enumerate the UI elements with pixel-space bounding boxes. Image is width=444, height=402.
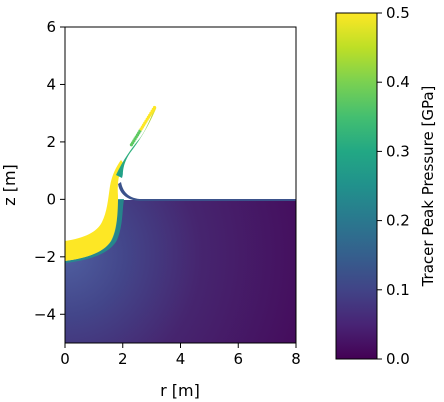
- tracer-dot: [152, 105, 157, 110]
- y-tick-label: −4: [34, 305, 56, 323]
- y-tick-label: −2: [34, 248, 56, 266]
- colorbar-label: Tracer Peak Pressure [GPa]: [419, 86, 437, 288]
- x-tick-label: 4: [176, 350, 186, 368]
- x-tick-label: 8: [291, 350, 301, 368]
- pressure-shell: [65, 199, 124, 263]
- colorbar: [335, 12, 378, 360]
- x-axis-ticks: 0 2 4 6 8: [60, 343, 301, 368]
- x-tick-label: 0: [60, 350, 70, 368]
- crater-rim-high-pressure: [65, 160, 124, 261]
- x-axis-label: r [m]: [160, 381, 200, 400]
- colorbar-tick-label: 0.3: [386, 142, 410, 160]
- x-tick-label: 2: [118, 350, 128, 368]
- y-tick-label: 6: [46, 18, 56, 36]
- colorbar-ticks: 0.0 0.1 0.2 0.3 0.4 0.5: [377, 4, 410, 368]
- y-axis-label: z [m]: [0, 164, 19, 206]
- x-tick-label: 6: [233, 350, 243, 368]
- colorbar-tick-label: 0.0: [386, 350, 410, 368]
- crater-cavity: [122, 27, 296, 197]
- ejecta-tracers: [129, 105, 157, 147]
- colorbar-tick-label: 0.5: [386, 4, 410, 22]
- surface-layer: [118, 182, 296, 201]
- colorbar-tick-label: 0.1: [386, 281, 410, 299]
- y-axis-ticks: −4 −2 0 2 4 6: [34, 18, 65, 323]
- y-tick-label: 0: [46, 190, 56, 208]
- y-tick-label: 4: [46, 75, 56, 93]
- colorbar-tick-label: 0.2: [386, 212, 410, 230]
- y-tick-label: 2: [46, 133, 56, 151]
- target-pressure-field: [65, 200, 296, 343]
- colorbar-tick-label: 0.4: [386, 73, 410, 91]
